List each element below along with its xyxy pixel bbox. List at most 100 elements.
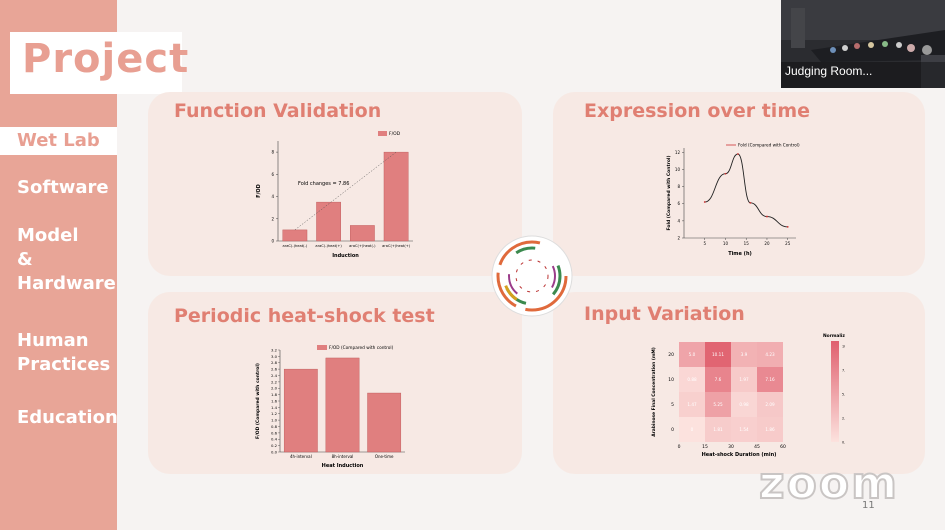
y-axis-label: Arabinose Final Concentration (mM) (651, 347, 657, 437)
sidebar-item-label: Practices (17, 354, 111, 375)
heatmap-cell-label: 5.0 (689, 352, 696, 357)
sidebar-item-wet-lab[interactable]: Wet Lab (0, 127, 117, 155)
logo-box (10, 32, 182, 94)
data-point (737, 153, 739, 155)
sidebar-item-model-hardware[interactable]: Model & Hardware (0, 224, 117, 296)
sidebar-item-label: Software (17, 177, 109, 198)
heatmap-cell-label: 7.16 (765, 377, 775, 382)
x-axis-label: Heat Induction (322, 463, 364, 469)
panel-title: Periodic heat-shock test (174, 305, 435, 327)
y-tick-label: 10 (675, 167, 681, 172)
colorbar-tick-label: 0.00 (842, 441, 845, 445)
y-tick-label: 1.0 (271, 418, 278, 423)
y-tick-label: 8 (677, 184, 680, 189)
y-tick-label: 2 (271, 216, 274, 221)
y-tick-label: 1.2 (271, 411, 278, 416)
project-logo: Project (22, 36, 190, 82)
heatmap-cell-label: 5.25 (713, 402, 723, 407)
data-point (766, 215, 768, 218)
y-tick-label: 2.4 (271, 373, 278, 378)
video-participant-name: Judging Room... (785, 64, 873, 78)
heatmap-cell (731, 417, 757, 442)
x-tick-label: 20 (764, 241, 770, 246)
heatmap-cell-label: 7.6 (715, 377, 722, 382)
heatmap-cell-label: 1.86 (765, 427, 775, 432)
series-line (704, 153, 788, 228)
sidebar-item-education[interactable]: Education (0, 406, 118, 430)
y-tick-label: 4 (271, 194, 274, 199)
sidebar-item-label: Human (17, 330, 89, 351)
x-tick-label: araC(-)heat(+) (315, 244, 342, 248)
x-tick-label: 15 (744, 241, 750, 246)
x-tick-label: 8h-interval (332, 454, 354, 459)
x-tick-label: 45 (754, 444, 760, 450)
y-tick-label: 0.6 (271, 430, 278, 435)
y-tick-label: 6 (271, 172, 274, 177)
heatmap-cell (679, 367, 705, 392)
heatmap-cell (731, 392, 757, 417)
y-tick-label: 0.8 (271, 424, 278, 429)
heatmap-cell (731, 342, 757, 367)
x-tick-label: One-time (375, 454, 394, 459)
x-axis-label: Induction (332, 253, 359, 259)
sidebar-item-software[interactable]: Software (0, 176, 117, 200)
heatmap-cell-label: 1.54 (739, 427, 749, 432)
y-tick-label: 0 (671, 427, 674, 433)
bar (316, 201, 341, 242)
sidebar-item-label: Education (17, 407, 118, 428)
data-point (703, 201, 706, 203)
panel-title: Expression over time (584, 100, 811, 122)
x-tick-label: 60 (780, 444, 786, 450)
heatmap-cell-label: 1.81 (713, 427, 723, 432)
heatmap-cell (679, 342, 705, 367)
y-tick-label: 0 (271, 239, 274, 244)
x-tick-label: 30 (728, 444, 734, 450)
heatmap-cell (757, 342, 783, 367)
y-tick-label: 0.4 (271, 437, 278, 442)
expression-chart: 2 4 6 8 10 12 5 10 15 20 25 Fold (Compared with Con… (666, 143, 800, 258)
colorbar (831, 341, 839, 442)
heatmap-cell-label: 4.23 (765, 352, 775, 357)
heatmap-cell (705, 367, 731, 392)
y-tick-label: 0.2 (271, 443, 278, 448)
video-participant-tile[interactable]: Judging Room... (781, 0, 945, 88)
annotation: Fold changes = 7.86 (298, 181, 349, 187)
colorbar-title: Normalized F/OD (823, 333, 845, 339)
y-tick-label: 10 (668, 377, 674, 383)
heatmap-cell-label: 10.11 (712, 352, 724, 357)
y-tick-label: 5 (671, 402, 674, 408)
legend-swatch (378, 131, 387, 136)
trend-line (294, 151, 397, 231)
colorbar-tick-label: 10.00 (842, 344, 845, 348)
x-tick-label: araC(-)heat(-) (283, 244, 308, 248)
heatmap-cell-label: 1.47 (687, 402, 697, 407)
y-tick-label: 2 (677, 236, 680, 241)
heatmap-cell (757, 392, 783, 417)
y-tick-label: 1.6 (271, 398, 278, 403)
bar (350, 225, 375, 242)
sidebar-item-human-practices[interactable]: Human Practices (0, 329, 117, 377)
sidebar-item-label: Model (17, 225, 79, 246)
heatmap-cell (757, 367, 783, 392)
colorbar-tick-label: 7.50 (842, 368, 845, 372)
y-tick-label: 1.8 (271, 392, 278, 397)
x-tick-label: 5 (703, 241, 706, 246)
heatmap-cell-label: 0.98 (739, 402, 749, 407)
heatmap-cell-label: 0.88 (687, 377, 697, 382)
heatmap-cell-label: 2.09 (765, 402, 775, 407)
heatmap-cell (679, 417, 705, 442)
x-tick-label: 10 (723, 241, 729, 246)
sidebar-item-label: Hardware (17, 273, 116, 294)
plasmid-map-image (491, 235, 573, 317)
heat-shock-chart: 0.00.20.40.60.81.01.21.41.61.82.02.22.42… (255, 345, 405, 469)
y-tick-label: 0.0 (271, 449, 278, 454)
y-tick-label: 12 (675, 150, 681, 155)
legend-label: F/OD (Compared with control) (329, 345, 394, 351)
bar (325, 357, 360, 453)
bar (282, 229, 308, 242)
panel-expression-over-time (553, 92, 925, 276)
heatmap-cell-label: 3.9 (741, 352, 748, 357)
y-axis-label: F/OD (Compared with control) (255, 363, 261, 439)
panel-function-validation (148, 92, 522, 276)
y-axis-label: Fold (Compared with Control) (666, 155, 672, 230)
